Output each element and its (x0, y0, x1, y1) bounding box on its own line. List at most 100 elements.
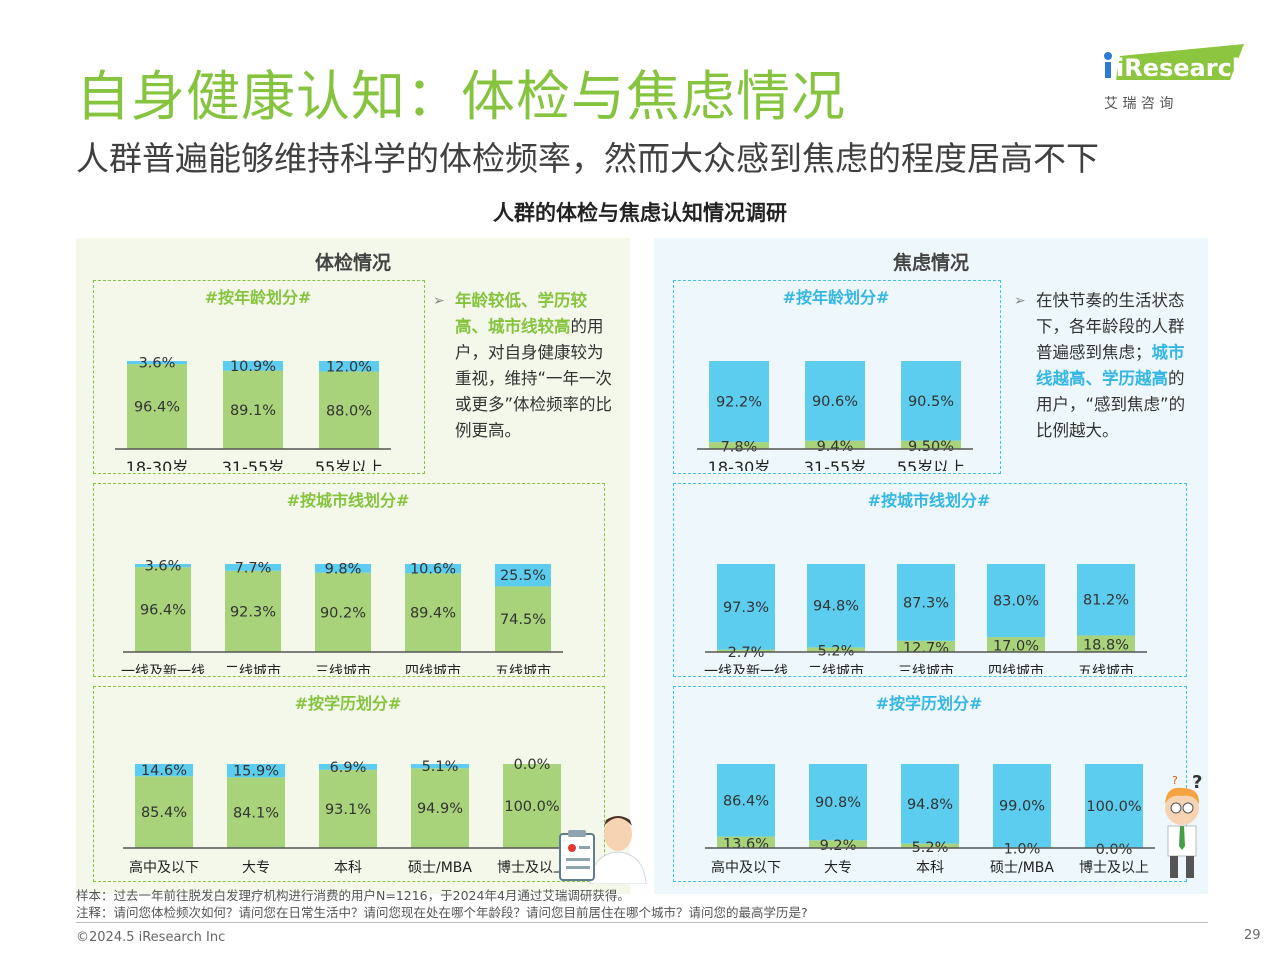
data-label: 9.50% (908, 439, 954, 455)
data-label: 92.3% (230, 604, 276, 620)
category-label: 五线城市 (1078, 663, 1134, 674)
data-label: 96.4% (134, 400, 180, 416)
chart-title: #按年龄划分# (205, 288, 312, 307)
category-label: 二线城市 (225, 663, 281, 674)
bar-biennial (227, 764, 285, 778)
data-label: 9.4% (817, 439, 854, 455)
category-label: 博士及以上 (1079, 859, 1149, 876)
bar-yearly (315, 572, 371, 652)
bar-biennial (319, 361, 379, 372)
category-label: 四线城市 (988, 663, 1044, 674)
footer-divider (76, 922, 1208, 923)
bar-yearly (319, 371, 379, 449)
data-label: 92.2% (716, 395, 762, 411)
data-label: 100.0% (1086, 799, 1141, 815)
data-label: 88.0% (326, 403, 372, 419)
data-label: 9.2% (820, 838, 857, 854)
category-label: 三线城市 (898, 663, 954, 674)
page-number: 29 (1244, 928, 1261, 943)
bar-yearly (227, 777, 285, 848)
data-label: 81.2% (1083, 593, 1129, 609)
anxious-man-illustration: ? ? (1165, 772, 1202, 878)
chart-title: #按学历划分# (295, 694, 402, 713)
data-label: 90.5% (908, 394, 954, 410)
bar-not-anxious (901, 440, 961, 449)
exam-age-box (93, 280, 425, 474)
bar-not-anxious (897, 640, 955, 652)
bar-yearly (319, 769, 377, 848)
data-label: 25.5% (500, 568, 546, 584)
category-label: 本科 (334, 860, 362, 876)
data-label: 9.8% (325, 561, 362, 577)
category-label: 大专 (824, 860, 852, 876)
bar-yearly (495, 586, 551, 652)
bar-anxious (809, 764, 867, 841)
anxiety-note-text-2: 的用户，“感到焦虑”的比例越大。 (1036, 369, 1186, 440)
arrow-bullet-icon: ➢ (1014, 293, 1026, 309)
iresearch-logo: iResearch 艾 瑞 咨 询 (1104, 44, 1248, 112)
chart-title: #按学历划分# (876, 694, 983, 713)
data-label: 94.8% (813, 599, 859, 615)
exam-note: ➢ 年龄较低、学历较高、城市线较高的用户，对自身健康较为重视，维持“一年一次或更… (433, 288, 613, 444)
data-label: 85.4% (141, 805, 187, 821)
bar-yearly (135, 567, 191, 652)
page-subtitle: 人群普遍能够维持科学的体检频率，然而大众感到焦虑的程度居高不下 (76, 139, 1099, 178)
bar-anxious (987, 564, 1045, 638)
category-label: 高中及以下 (129, 859, 199, 876)
bar-anxious (1077, 564, 1135, 636)
anx-age-box (673, 280, 1001, 474)
bar-biennial (319, 764, 377, 770)
exam-city-box (93, 483, 605, 677)
anxiety-note-highlight: 城市线越高、学历越高 (1036, 343, 1185, 388)
anx-city-box (673, 483, 1187, 677)
bar-biennial (411, 764, 469, 769)
arrow-bullet-icon: ➢ (433, 293, 445, 309)
bar-anxious (709, 361, 769, 443)
anxiety-edu-chart: #按学历划分#13.6%86.4%高中及以下9.2%90.8%大专5.2%94.… (705, 694, 1155, 876)
data-label: 96.4% (140, 603, 186, 619)
data-label: 93.1% (325, 802, 371, 818)
category-label: 三线城市 (315, 663, 371, 674)
data-label: 18.8% (1083, 638, 1129, 654)
bar-yearly (405, 573, 461, 652)
data-label: 2.7% (728, 645, 765, 661)
bar-biennial (127, 361, 187, 365)
data-label: 90.8% (815, 795, 861, 811)
data-label: 90.6% (812, 394, 858, 410)
bar-not-anxious (807, 647, 865, 652)
anxiety-city-chart: #按城市线划分#2.7%97.3%一线及新一线5.2%94.8%二线城市12.7… (704, 491, 1147, 674)
data-label: 5.1% (422, 759, 459, 775)
data-label: 74.5% (500, 612, 546, 628)
exam-city-chart: #按城市线划分# 96.4% 3.6% 一线及新一线 92.3% 7.7% 二线城市 90.2… (121, 491, 563, 674)
data-label: 10.6% (410, 562, 456, 578)
data-label: 3.6% (139, 356, 176, 372)
data-label: 15.9% (233, 764, 279, 780)
data-label: 0.0% (1096, 842, 1133, 858)
category-label: 五线城市 (495, 663, 551, 674)
data-label: 100.0% (504, 799, 559, 815)
bar-yearly (503, 764, 561, 848)
chart-title: #按年龄划分# (783, 288, 890, 307)
data-label: 86.4% (723, 793, 769, 809)
bar-not-anxious (901, 843, 959, 848)
bar-anxious (717, 564, 775, 650)
category-label: 一线及新一线 (121, 664, 205, 674)
data-label: 94.9% (417, 801, 463, 817)
data-label: 13.6% (723, 836, 769, 852)
bar-anxious (1085, 764, 1143, 848)
data-label: 12.7% (903, 640, 949, 656)
category-label: 硕士/MBA (408, 860, 472, 876)
exam-edu-box (93, 686, 605, 882)
anxiety-age-chart: #按年龄划分# 7.8% 92.2% 18-30岁 9.4% 90.6% 31-55岁 9.5… (697, 288, 973, 471)
data-label: 3.6% (145, 559, 182, 575)
bar-not-anxious (709, 442, 769, 449)
exam-panel-heading: 体检情况 (314, 252, 391, 274)
data-label: 0.0% (514, 757, 551, 773)
anxiety-note: ➢ 在快节奏的生活状态下，各年龄段的人群普遍感到焦虑；城市线越高、学历越高的用户… (1014, 288, 1188, 444)
category-label: 本科 (916, 860, 944, 876)
data-label: 99.0% (999, 799, 1045, 815)
bar-not-anxious (809, 840, 867, 848)
category-label: 四线城市 (405, 663, 461, 674)
footer-sample: 样本：过去一年前往脱发白发理疗机构进行消费的用户N=1216，于2024年4月通… (76, 888, 630, 903)
bar-biennial (315, 564, 371, 573)
